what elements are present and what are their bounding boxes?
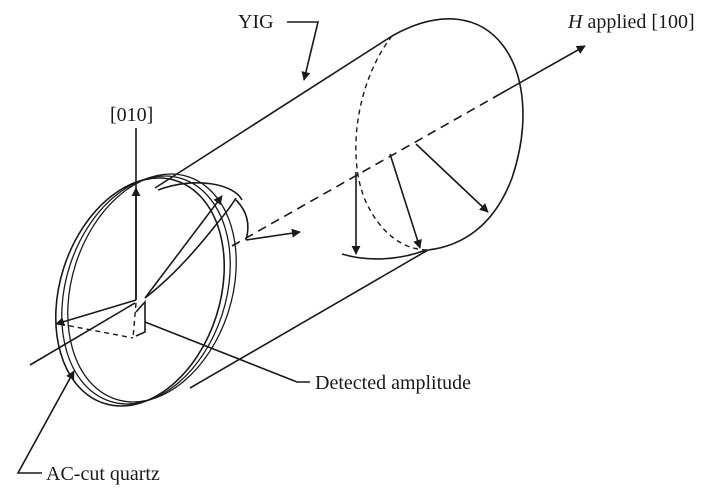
detected-amplitude-projection [59,299,146,339]
precession-arrow [245,228,301,241]
far-vector-right [415,143,489,213]
axis-100-mid-curve [144,197,237,299]
leaders [16,21,320,474]
ac-cut-quartz-leader [16,370,75,474]
vector-diagonal [144,195,223,299]
axis-100 [29,45,586,366]
axis-100-near-segment [29,302,136,366]
cylinder-bottom-edge [189,249,429,389]
yig-cylinder [154,18,524,389]
ac-cut-quartz-label: AC-cut quartz [46,463,160,485]
precession-arc-top [157,182,243,201]
far-vector-down-right [389,153,422,249]
axis-010-label: [010] [110,104,153,126]
yig-label: YIG [238,11,274,33]
quartz-disk-front [54,177,226,407]
projection-dash-1 [59,323,134,339]
quartz-disk-ring-2 [67,173,237,403]
h-applied-label: H applied [100] [567,11,695,33]
yig-leader [287,21,320,81]
h-applied-arrow [499,45,586,95]
detected-amplitude-leader [144,321,310,383]
detected-amplitude-label: Detected amplitude [315,372,471,394]
projection-dash-2 [132,302,137,339]
far-end-visible-arc [391,18,524,251]
vector-left [55,299,137,326]
h-applied-text: applied [100] [582,11,694,33]
far-end-hidden-arc [355,35,429,251]
cylinder-top-edge [154,35,393,189]
far-precession-arc [341,249,427,260]
quartz-disks [54,173,237,407]
precession-arc-right [235,199,249,241]
h-symbol: H [567,11,584,33]
axis-100-hidden-segment [231,93,501,247]
quartz-disk-ring-1 [61,175,231,405]
detected-amplitude-plate [135,299,146,337]
near-end-vectors [55,182,301,326]
far-end-vectors [341,143,489,260]
